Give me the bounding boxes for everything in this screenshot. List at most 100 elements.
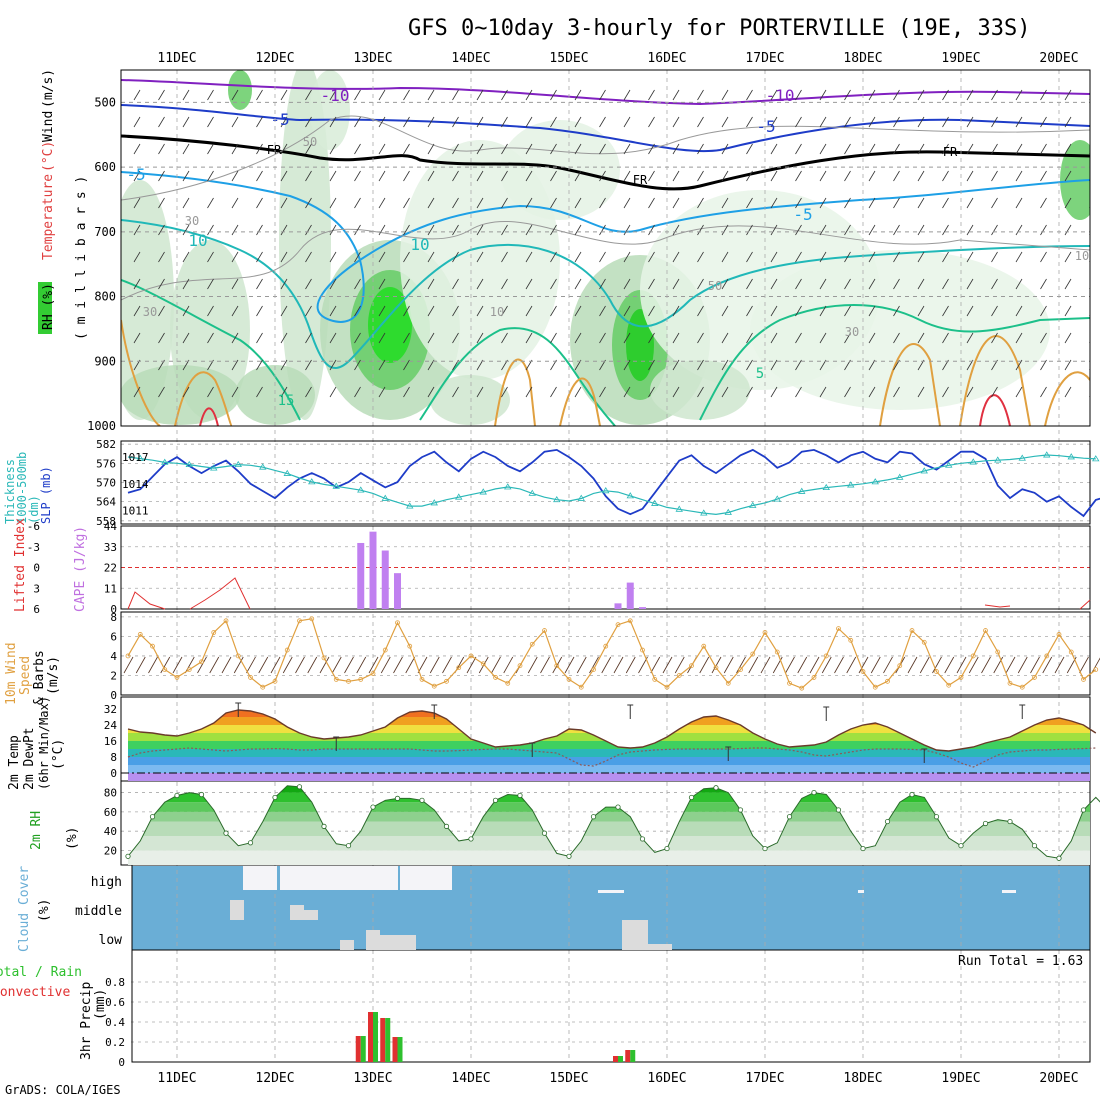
thickness-point <box>798 487 806 494</box>
wind-speed-point <box>811 675 817 680</box>
wind-barb <box>672 332 680 344</box>
cloud-cover-block <box>622 920 648 950</box>
wind-barb-10m <box>1017 656 1028 674</box>
rh-point <box>149 814 156 820</box>
rh-point <box>517 792 523 799</box>
precip-panel-ylabel: 3hr Precip (mm) <box>79 982 108 1060</box>
wind-barb <box>354 170 361 182</box>
slp-label: SLP (mb) <box>39 466 53 524</box>
wind-speed-point <box>860 669 866 674</box>
wind-barb <box>574 116 582 128</box>
wind-barb-10m <box>932 656 942 674</box>
wind-barb <box>942 386 949 398</box>
rh-point <box>419 797 425 803</box>
wind-barb <box>697 305 704 317</box>
wind-barb <box>648 386 655 398</box>
wind-barb <box>133 197 141 209</box>
wind-speed-point <box>603 643 609 649</box>
wind-barb-10m <box>870 656 881 674</box>
wind-speed-point <box>309 616 315 622</box>
wind-barb <box>697 89 704 101</box>
temp-label: 2m Temp <box>7 735 22 790</box>
thickness-point <box>259 463 267 470</box>
cloud-cover-block <box>230 900 244 920</box>
wind-barb <box>599 278 606 290</box>
date-label-top: 11DEC <box>157 51 196 66</box>
temp-2m-line <box>127 709 1097 752</box>
rh-point <box>982 820 989 827</box>
wind-barb-10m <box>295 656 305 674</box>
wind-barb <box>1064 251 1072 263</box>
wind-speed-point <box>174 675 180 680</box>
wind-speed-point <box>848 637 854 643</box>
wind-barb <box>550 386 557 398</box>
contour-label: 10 <box>188 231 207 250</box>
wind-speed-point <box>125 653 131 659</box>
wind-barb <box>623 332 631 344</box>
wind-barb <box>844 89 851 101</box>
thickness-point <box>234 460 242 468</box>
wind-barb-10m <box>197 656 207 674</box>
wind-barb <box>893 251 900 263</box>
wind-barb <box>966 386 974 398</box>
rh-shading-region <box>228 70 252 110</box>
wind-barb <box>158 386 165 398</box>
wind-barb <box>599 305 606 317</box>
wind-barb <box>354 359 361 371</box>
rh-panel-ylabel: 2m RH (%) <box>29 811 80 850</box>
wind-barb <box>819 197 827 209</box>
wind-barb <box>501 305 508 317</box>
wind-barb <box>844 305 851 317</box>
wind-speed-point <box>346 678 351 684</box>
lifted-index-line <box>127 577 1091 610</box>
wind-barb <box>231 197 239 209</box>
wind-barb <box>133 386 141 398</box>
wind-barb-10m <box>736 656 746 674</box>
wind-barb <box>231 305 239 317</box>
wind-barb-10m <box>442 656 452 674</box>
rh-shading-region <box>121 365 240 425</box>
wind-barb <box>819 89 827 101</box>
wind-barb <box>305 278 312 290</box>
wind-barb <box>525 143 533 155</box>
thickness-point <box>651 499 659 506</box>
millibars-text: ( m i l l i b a r s ) <box>74 176 89 340</box>
wind-barb <box>697 197 704 209</box>
wind-barb <box>452 332 459 344</box>
wind-barb <box>942 197 949 209</box>
wind-speed-point <box>958 675 964 680</box>
wind-barb <box>599 224 606 236</box>
wind-barb <box>648 278 655 290</box>
cloud-cover-block <box>598 890 624 893</box>
wind-barb <box>844 197 851 209</box>
cape-tick-label: 22 <box>104 562 117 575</box>
wind-barb-10m <box>834 656 844 674</box>
thickness-point <box>896 473 904 480</box>
wind-barb <box>599 197 606 209</box>
wind-barb <box>599 332 606 344</box>
thickness-point <box>357 486 365 493</box>
date-label-bottom: 12DEC <box>255 1071 294 1086</box>
wind-barb <box>721 251 729 263</box>
wind-barb <box>623 278 631 290</box>
wind-barb <box>623 386 631 398</box>
precip-bar-total <box>373 1012 378 1062</box>
wind-barb <box>452 197 459 209</box>
date-label-top: 19DEC <box>941 51 980 66</box>
wind-barb <box>1064 143 1072 155</box>
cape-tick-label: 33 <box>104 541 117 554</box>
wind-barb <box>305 224 312 236</box>
wind-barb <box>574 224 582 236</box>
rh-point <box>713 785 719 791</box>
wind-barb <box>599 251 606 263</box>
wind-barb <box>280 224 288 236</box>
cape-bar <box>626 582 634 609</box>
wind-barb-10m <box>821 656 832 674</box>
cloud-label: Cloud Cover <box>17 866 32 952</box>
wind-barb <box>427 305 435 317</box>
wind-barb <box>819 170 827 182</box>
wind-barb <box>550 143 557 155</box>
wind-barb <box>770 143 778 155</box>
wind-barb <box>623 197 631 209</box>
wind-barb <box>795 386 802 398</box>
